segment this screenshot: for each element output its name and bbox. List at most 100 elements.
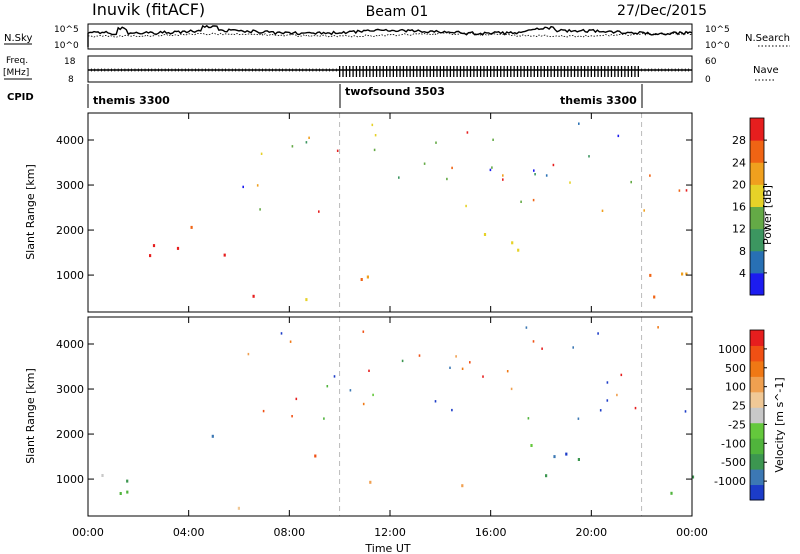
heatmap-cell — [366, 275, 369, 279]
freq-panel: Freq. [MHz] 18 8 60 0 Nave — [3, 55, 779, 85]
heatmap-cell — [643, 209, 645, 212]
colorbar-tick-label: 12 — [732, 223, 746, 236]
heatmap-cell — [482, 375, 484, 378]
freq-trace — [87, 66, 692, 77]
freq-label: Freq. — [6, 56, 28, 66]
heatmap-cell — [577, 458, 580, 461]
heatmap-cell — [372, 393, 374, 397]
heatmap-cell — [483, 233, 487, 236]
nsky-label: N.Sky — [4, 33, 32, 44]
heatmap-cell — [305, 141, 308, 144]
heatmap-cell — [532, 340, 535, 343]
nsearch-trace — [87, 32, 693, 38]
colorbar-swatch — [750, 330, 764, 346]
time-tick-label: 16:00 — [475, 526, 507, 539]
nave-tick-top: 60 — [705, 57, 717, 67]
heatmap-cell — [541, 347, 543, 350]
heatmap-cell — [280, 332, 283, 335]
time-axis-label: Time UT — [364, 542, 410, 554]
colorbar-swatch — [750, 345, 764, 362]
heatmap-cell — [527, 417, 530, 420]
colorbar-tick-label: 1000 — [718, 343, 746, 356]
heatmap-cell — [461, 367, 464, 370]
heatmap-cell — [502, 178, 504, 181]
colorbar-frame — [749, 329, 765, 501]
heatmap-cell — [362, 402, 365, 406]
heatmap-cell — [685, 272, 688, 276]
heatmap-cell — [211, 434, 214, 438]
cpid-segment-1: themis 3300 — [93, 94, 170, 107]
colorbar-swatch — [750, 484, 764, 501]
velocity-data-cells — [101, 317, 695, 516]
heatmap-cell — [534, 173, 536, 176]
heatmap-cell — [617, 134, 620, 138]
colorbar-tick-label: 16 — [732, 201, 746, 214]
heatmap-cell — [616, 393, 618, 397]
heatmap-cell — [374, 134, 377, 137]
colorbar-swatch — [750, 118, 764, 141]
heatmap-cell — [295, 397, 298, 401]
colorbar-tick-label: -100 — [721, 437, 746, 450]
heatmap-cell — [502, 174, 504, 177]
time-tick-label: 00:00 — [676, 526, 708, 539]
power-data-cells — [149, 113, 688, 312]
heatmap-cell — [336, 149, 339, 152]
y-tick-label: 1000 — [56, 269, 84, 282]
heatmap-cell — [237, 506, 240, 510]
nsky-tick-top: 10^5 — [54, 25, 79, 35]
colorbar-tick-label: 4 — [739, 267, 746, 280]
heatmap-cell — [506, 370, 509, 373]
heatmap-cell — [451, 408, 453, 412]
colorbar-tick-label: 28 — [732, 134, 746, 147]
colorbar-swatch — [750, 140, 764, 163]
colorbar-tick-label: 20 — [732, 178, 746, 191]
heatmap-cell — [684, 410, 687, 413]
colorbar-swatch — [750, 391, 764, 408]
heatmap-cell — [314, 454, 317, 458]
y-tick-label: 3000 — [56, 383, 84, 396]
colorbar-swatch — [750, 272, 764, 296]
nsearch-label: N.Search — [745, 33, 790, 44]
heatmap-cell — [262, 409, 265, 413]
heatmap-cell — [423, 162, 426, 165]
nave-label: Nave — [753, 65, 779, 76]
heatmap-cell — [649, 273, 652, 277]
heatmap-cell — [435, 141, 437, 144]
time-axis: 00:00 04:00 08:00 12:00 16:00 20:00 00:00 — [72, 113, 708, 539]
heatmap-cell — [259, 208, 261, 211]
heatmap-cell — [176, 246, 180, 250]
y-tick-label: 2000 — [56, 224, 84, 237]
colorbar-tick-label: 500 — [725, 362, 746, 375]
velocity-ylabel: Slant Range [km] — [24, 368, 37, 464]
heatmap-cell — [517, 248, 520, 252]
heatmap-cell — [649, 174, 651, 177]
heatmap-cell — [398, 176, 400, 179]
colorbar-swatch — [750, 228, 764, 252]
heatmap-cell — [371, 123, 374, 127]
colorbar-swatch — [750, 438, 764, 455]
freq-tick-bottom: 8 — [68, 75, 74, 85]
heatmap-cell — [369, 480, 372, 484]
nsky-tick-bottom: 10^0 — [54, 41, 79, 51]
heatmap-cell — [653, 295, 656, 299]
heatmap-cell — [126, 490, 129, 494]
heatmap-cell — [691, 475, 695, 479]
y-tick-label: 4000 — [56, 134, 84, 147]
time-tick-label: 00:00 — [72, 526, 104, 539]
heatmap-cell — [126, 479, 129, 483]
heatmap-cell — [634, 406, 637, 410]
time-tick-label: 04:00 — [173, 526, 205, 539]
y-tick-label: 1000 — [56, 473, 84, 486]
heatmap-cell — [532, 198, 535, 202]
nsearch-tick-top: 10^5 — [705, 25, 730, 35]
cpid-label: CPID — [7, 92, 34, 103]
velocity-y-axis: 1000 2000 3000 4000 — [56, 338, 692, 486]
heatmap-cell — [492, 138, 494, 141]
heatmap-cell — [511, 241, 514, 245]
heatmap-cell — [289, 340, 292, 343]
colorbar-tick-label: -1000 — [714, 475, 746, 488]
heatmap-cell — [601, 209, 604, 212]
heatmap-cell — [360, 278, 363, 281]
heatmap-cell — [291, 415, 293, 418]
